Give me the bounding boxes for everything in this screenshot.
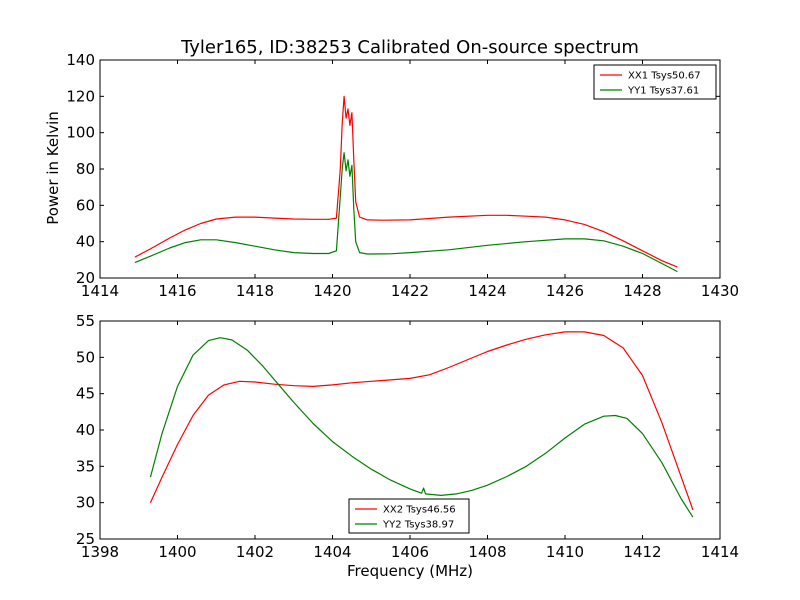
y-tick-label: 40 <box>76 421 95 439</box>
chart-title: Tyler165, ID:38253 Calibrated On-source … <box>180 37 639 58</box>
y-tick-label: 20 <box>76 269 95 287</box>
y-tick-label: 80 <box>76 160 95 178</box>
x-tick-label: 1418 <box>236 282 274 300</box>
y-tick-label: 30 <box>76 494 95 512</box>
bottom-plot: 1398 1400 1402 1404 1406 1408 1410 1412 1414 25 30… <box>76 312 739 561</box>
y-tick-label: 60 <box>76 196 95 214</box>
legend-label: XX2 Tsys46.56 <box>383 505 456 516</box>
legend: XX2 Tsys46.56 YY2 Tsys38.97 <box>348 498 470 534</box>
y-tick-label: 35 <box>76 457 95 475</box>
y-tick-label: 45 <box>76 385 95 403</box>
x-tick-label: 1404 <box>313 543 351 561</box>
series-line-yy1 <box>134 152 678 273</box>
legend-label: XX1 Tsys50.67 <box>628 71 701 82</box>
x-tick-label: 1406 <box>391 543 429 561</box>
x-axis-label-bottom: Frequency (MHz) <box>347 562 473 580</box>
y-tick-label: 50 <box>76 348 95 366</box>
x-tick-label: 1414 <box>81 282 119 300</box>
legend-label: YY1 Tsys37.61 <box>627 86 699 97</box>
x-tick-label: 1410 <box>546 543 584 561</box>
series-line-xx1 <box>134 95 678 268</box>
y-tick-label: 140 <box>66 51 95 69</box>
legend-box <box>593 64 717 100</box>
x-tick-label: 1402 <box>236 543 274 561</box>
y-axis-label-top: Power in Kelvin <box>44 111 62 225</box>
legend-label: YY2 Tsys38.97 <box>382 520 454 531</box>
top-plot: 1414 1416 1418 1420 1422 1424 1426 1428 1430 20 40… <box>66 51 739 300</box>
series-line-xx2 <box>149 331 694 511</box>
y-tick-label: 100 <box>66 124 95 142</box>
x-tick-label: 1422 <box>391 282 429 300</box>
x-tick-label: 1426 <box>546 282 584 300</box>
y-tick-label: 55 <box>76 312 95 330</box>
x-tick-label: 1428 <box>623 282 661 300</box>
x-tick-label: 1430 <box>701 282 739 300</box>
x-tick-label: 1416 <box>158 282 196 300</box>
x-tick-label: 1412 <box>623 543 661 561</box>
x-tick-label: 1414 <box>701 543 739 561</box>
x-tick-label: 1408 <box>468 543 506 561</box>
x-tick-label: 1420 <box>313 282 351 300</box>
series-line-yy2 <box>149 337 694 518</box>
x-tick-label: 1400 <box>158 543 196 561</box>
legend: XX1 Tsys50.67 YY1 Tsys37.61 <box>593 64 717 100</box>
y-tick-label: 25 <box>76 530 95 548</box>
x-tick-label: 1398 <box>81 543 119 561</box>
legend-box <box>348 498 470 534</box>
y-tick-label: 40 <box>76 233 95 251</box>
y-tick-label: 120 <box>66 87 95 105</box>
x-tick-label: 1424 <box>468 282 506 300</box>
